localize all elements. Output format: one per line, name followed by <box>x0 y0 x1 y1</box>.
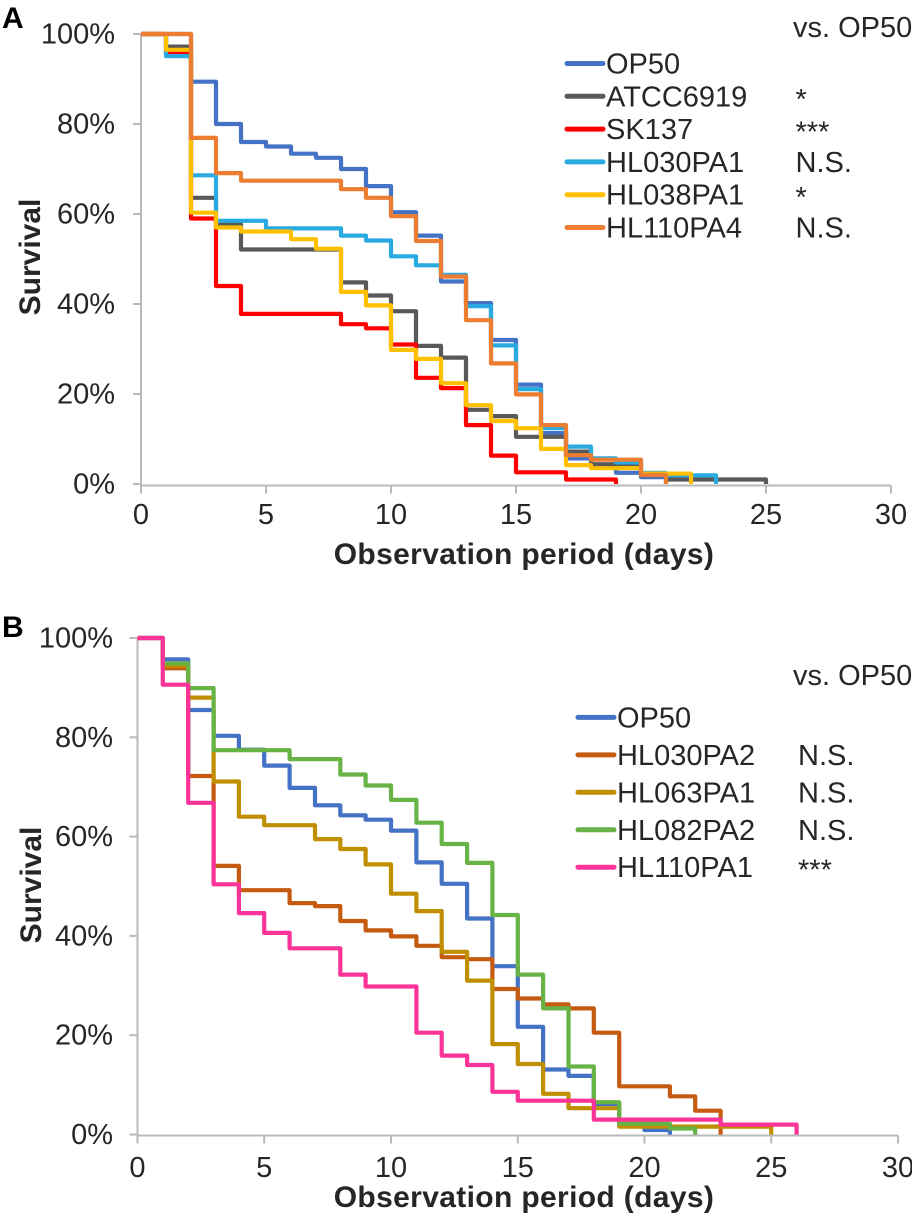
svg-text:15: 15 <box>502 1152 534 1184</box>
svg-text:60%: 60% <box>55 821 113 853</box>
svg-text:25: 25 <box>755 1152 787 1184</box>
svg-text:HL110PA1: HL110PA1 <box>617 852 753 884</box>
svg-text:20: 20 <box>628 1152 660 1184</box>
svg-text:SK137: SK137 <box>606 114 693 146</box>
svg-text:HL038PA1: HL038PA1 <box>606 180 744 212</box>
svg-text:HL110PA4: HL110PA4 <box>606 213 742 245</box>
svg-text:20%: 20% <box>57 379 115 411</box>
svg-text:OP50: OP50 <box>617 702 691 734</box>
svg-text:N.S.: N.S. <box>798 740 854 772</box>
svg-text:80%: 80% <box>55 722 113 754</box>
svg-text:HL082PA2: HL082PA2 <box>617 815 755 847</box>
svg-text:10: 10 <box>375 1152 407 1184</box>
svg-text:0: 0 <box>133 499 149 531</box>
svg-text:*: * <box>796 84 807 116</box>
svg-text:OP50: OP50 <box>606 49 680 81</box>
svg-text:vs. OP50: vs. OP50 <box>793 660 912 692</box>
svg-text:20: 20 <box>625 499 657 531</box>
svg-text:5: 5 <box>258 499 274 531</box>
svg-text:60%: 60% <box>57 199 115 231</box>
svg-text:HL030PA2: HL030PA2 <box>617 740 755 772</box>
svg-text:40%: 40% <box>55 920 113 952</box>
svg-text:100%: 100% <box>41 19 115 51</box>
svg-text:***: *** <box>796 117 830 149</box>
svg-text:A: A <box>2 2 24 35</box>
svg-text:30: 30 <box>882 1152 912 1184</box>
svg-text:vs. OP50: vs. OP50 <box>793 12 912 44</box>
svg-text:*: * <box>796 182 807 214</box>
svg-text:B: B <box>2 611 24 644</box>
svg-text:30: 30 <box>875 499 907 531</box>
svg-text:40%: 40% <box>57 289 115 321</box>
svg-text:Survival: Survival <box>15 827 48 944</box>
svg-text:0: 0 <box>129 1152 145 1184</box>
svg-text:10: 10 <box>375 499 407 531</box>
svg-text:N.S.: N.S. <box>796 213 852 245</box>
svg-text:***: *** <box>798 855 832 887</box>
svg-text:Survival: Survival <box>14 199 47 316</box>
svg-text:80%: 80% <box>57 109 115 141</box>
svg-text:N.S.: N.S. <box>798 815 854 847</box>
svg-text:15: 15 <box>500 499 532 531</box>
svg-text:Observation period (days): Observation period (days) <box>334 1181 715 1214</box>
svg-text:25: 25 <box>750 499 782 531</box>
svg-text:0%: 0% <box>73 469 115 501</box>
svg-text:ATCC6919: ATCC6919 <box>606 81 747 113</box>
svg-text:0%: 0% <box>71 1119 113 1151</box>
svg-text:Observation period (days): Observation period (days) <box>334 538 715 571</box>
svg-text:20%: 20% <box>55 1020 113 1052</box>
svg-text:HL063PA1: HL063PA1 <box>617 777 755 809</box>
svg-text:HL030PA1: HL030PA1 <box>606 147 744 179</box>
svg-text:5: 5 <box>256 1152 272 1184</box>
svg-text:N.S.: N.S. <box>798 777 854 809</box>
svg-text:100%: 100% <box>39 623 113 655</box>
svg-text:N.S.: N.S. <box>796 147 852 179</box>
